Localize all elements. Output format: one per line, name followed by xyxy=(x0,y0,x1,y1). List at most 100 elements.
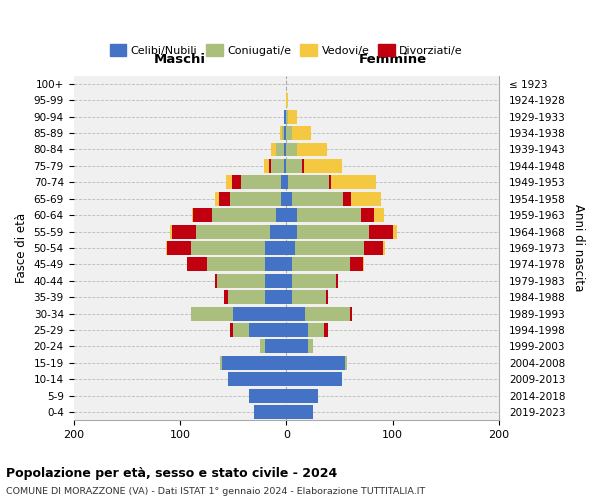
Bar xyxy=(286,142,297,156)
Bar xyxy=(286,388,318,402)
Bar xyxy=(286,126,292,140)
Bar xyxy=(265,290,286,304)
Bar xyxy=(361,208,374,222)
Bar xyxy=(264,159,269,173)
Bar xyxy=(196,224,271,238)
Bar xyxy=(284,159,286,173)
Bar xyxy=(284,126,286,140)
Bar xyxy=(230,323,233,337)
Bar xyxy=(230,192,281,205)
Bar xyxy=(193,208,212,222)
Bar xyxy=(281,192,286,205)
Bar xyxy=(286,274,292,288)
Bar xyxy=(191,208,193,222)
Legend: Celibi/Nubili, Coniugati/e, Vedovi/e, Divorziati/e: Celibi/Nubili, Coniugati/e, Vedovi/e, Di… xyxy=(105,40,467,60)
Bar xyxy=(228,290,265,304)
Bar xyxy=(297,224,369,238)
Bar xyxy=(223,356,286,370)
Bar xyxy=(323,323,328,337)
Bar xyxy=(167,241,191,255)
Bar xyxy=(351,192,381,205)
Bar xyxy=(308,323,323,337)
Bar xyxy=(228,372,286,386)
Bar xyxy=(187,258,206,272)
Bar xyxy=(369,224,392,238)
Bar xyxy=(282,126,284,140)
Bar xyxy=(286,241,295,255)
Text: Maschi: Maschi xyxy=(154,53,206,66)
Bar xyxy=(286,340,308,353)
Bar xyxy=(304,159,341,173)
Bar xyxy=(292,290,326,304)
Bar xyxy=(329,176,331,190)
Bar xyxy=(350,258,363,272)
Bar xyxy=(292,274,337,288)
Bar xyxy=(191,306,233,320)
Bar xyxy=(286,176,289,190)
Bar xyxy=(220,356,223,370)
Bar xyxy=(292,126,311,140)
Bar xyxy=(281,176,286,190)
Bar xyxy=(271,159,284,173)
Bar xyxy=(286,208,297,222)
Bar xyxy=(166,241,167,255)
Bar xyxy=(260,340,265,353)
Bar xyxy=(219,192,230,205)
Y-axis label: Anni di nascita: Anni di nascita xyxy=(572,204,585,292)
Bar xyxy=(345,356,347,370)
Bar xyxy=(269,159,271,173)
Bar xyxy=(295,241,364,255)
Bar xyxy=(305,306,350,320)
Bar xyxy=(249,388,286,402)
Bar xyxy=(224,290,228,304)
Bar xyxy=(241,176,281,190)
Bar xyxy=(265,258,286,272)
Bar xyxy=(286,306,305,320)
Bar xyxy=(233,323,249,337)
Bar xyxy=(363,258,364,272)
Bar xyxy=(297,142,327,156)
Text: Popolazione per età, sesso e stato civile - 2024: Popolazione per età, sesso e stato civil… xyxy=(6,468,337,480)
Bar xyxy=(286,110,289,124)
Bar xyxy=(286,290,292,304)
Bar xyxy=(343,192,351,205)
Bar xyxy=(374,208,384,222)
Bar xyxy=(232,176,241,190)
Bar xyxy=(271,224,286,238)
Bar xyxy=(265,241,286,255)
Bar xyxy=(292,192,343,205)
Bar xyxy=(206,258,265,272)
Bar xyxy=(308,340,313,353)
Bar xyxy=(286,192,292,205)
Bar xyxy=(280,126,282,140)
Bar xyxy=(286,94,289,107)
Bar xyxy=(215,192,219,205)
Bar xyxy=(265,340,286,353)
Bar xyxy=(226,176,232,190)
Bar xyxy=(289,176,329,190)
Bar xyxy=(275,142,284,156)
Bar xyxy=(383,241,385,255)
Bar xyxy=(286,356,345,370)
Bar xyxy=(284,110,286,124)
Bar xyxy=(170,224,172,238)
Bar xyxy=(302,159,304,173)
Bar xyxy=(271,142,275,156)
Bar xyxy=(364,241,383,255)
Bar xyxy=(265,274,286,288)
Bar xyxy=(392,224,397,238)
Bar xyxy=(212,208,275,222)
Bar xyxy=(286,159,302,173)
Bar xyxy=(286,258,292,272)
Bar xyxy=(284,142,286,156)
Bar xyxy=(286,372,341,386)
Bar xyxy=(286,224,297,238)
Bar xyxy=(215,274,217,288)
Y-axis label: Fasce di età: Fasce di età xyxy=(15,213,28,283)
Bar xyxy=(331,176,376,190)
Bar xyxy=(292,258,350,272)
Bar xyxy=(172,224,196,238)
Bar xyxy=(191,241,265,255)
Text: Femmine: Femmine xyxy=(359,53,427,66)
Bar xyxy=(217,274,265,288)
